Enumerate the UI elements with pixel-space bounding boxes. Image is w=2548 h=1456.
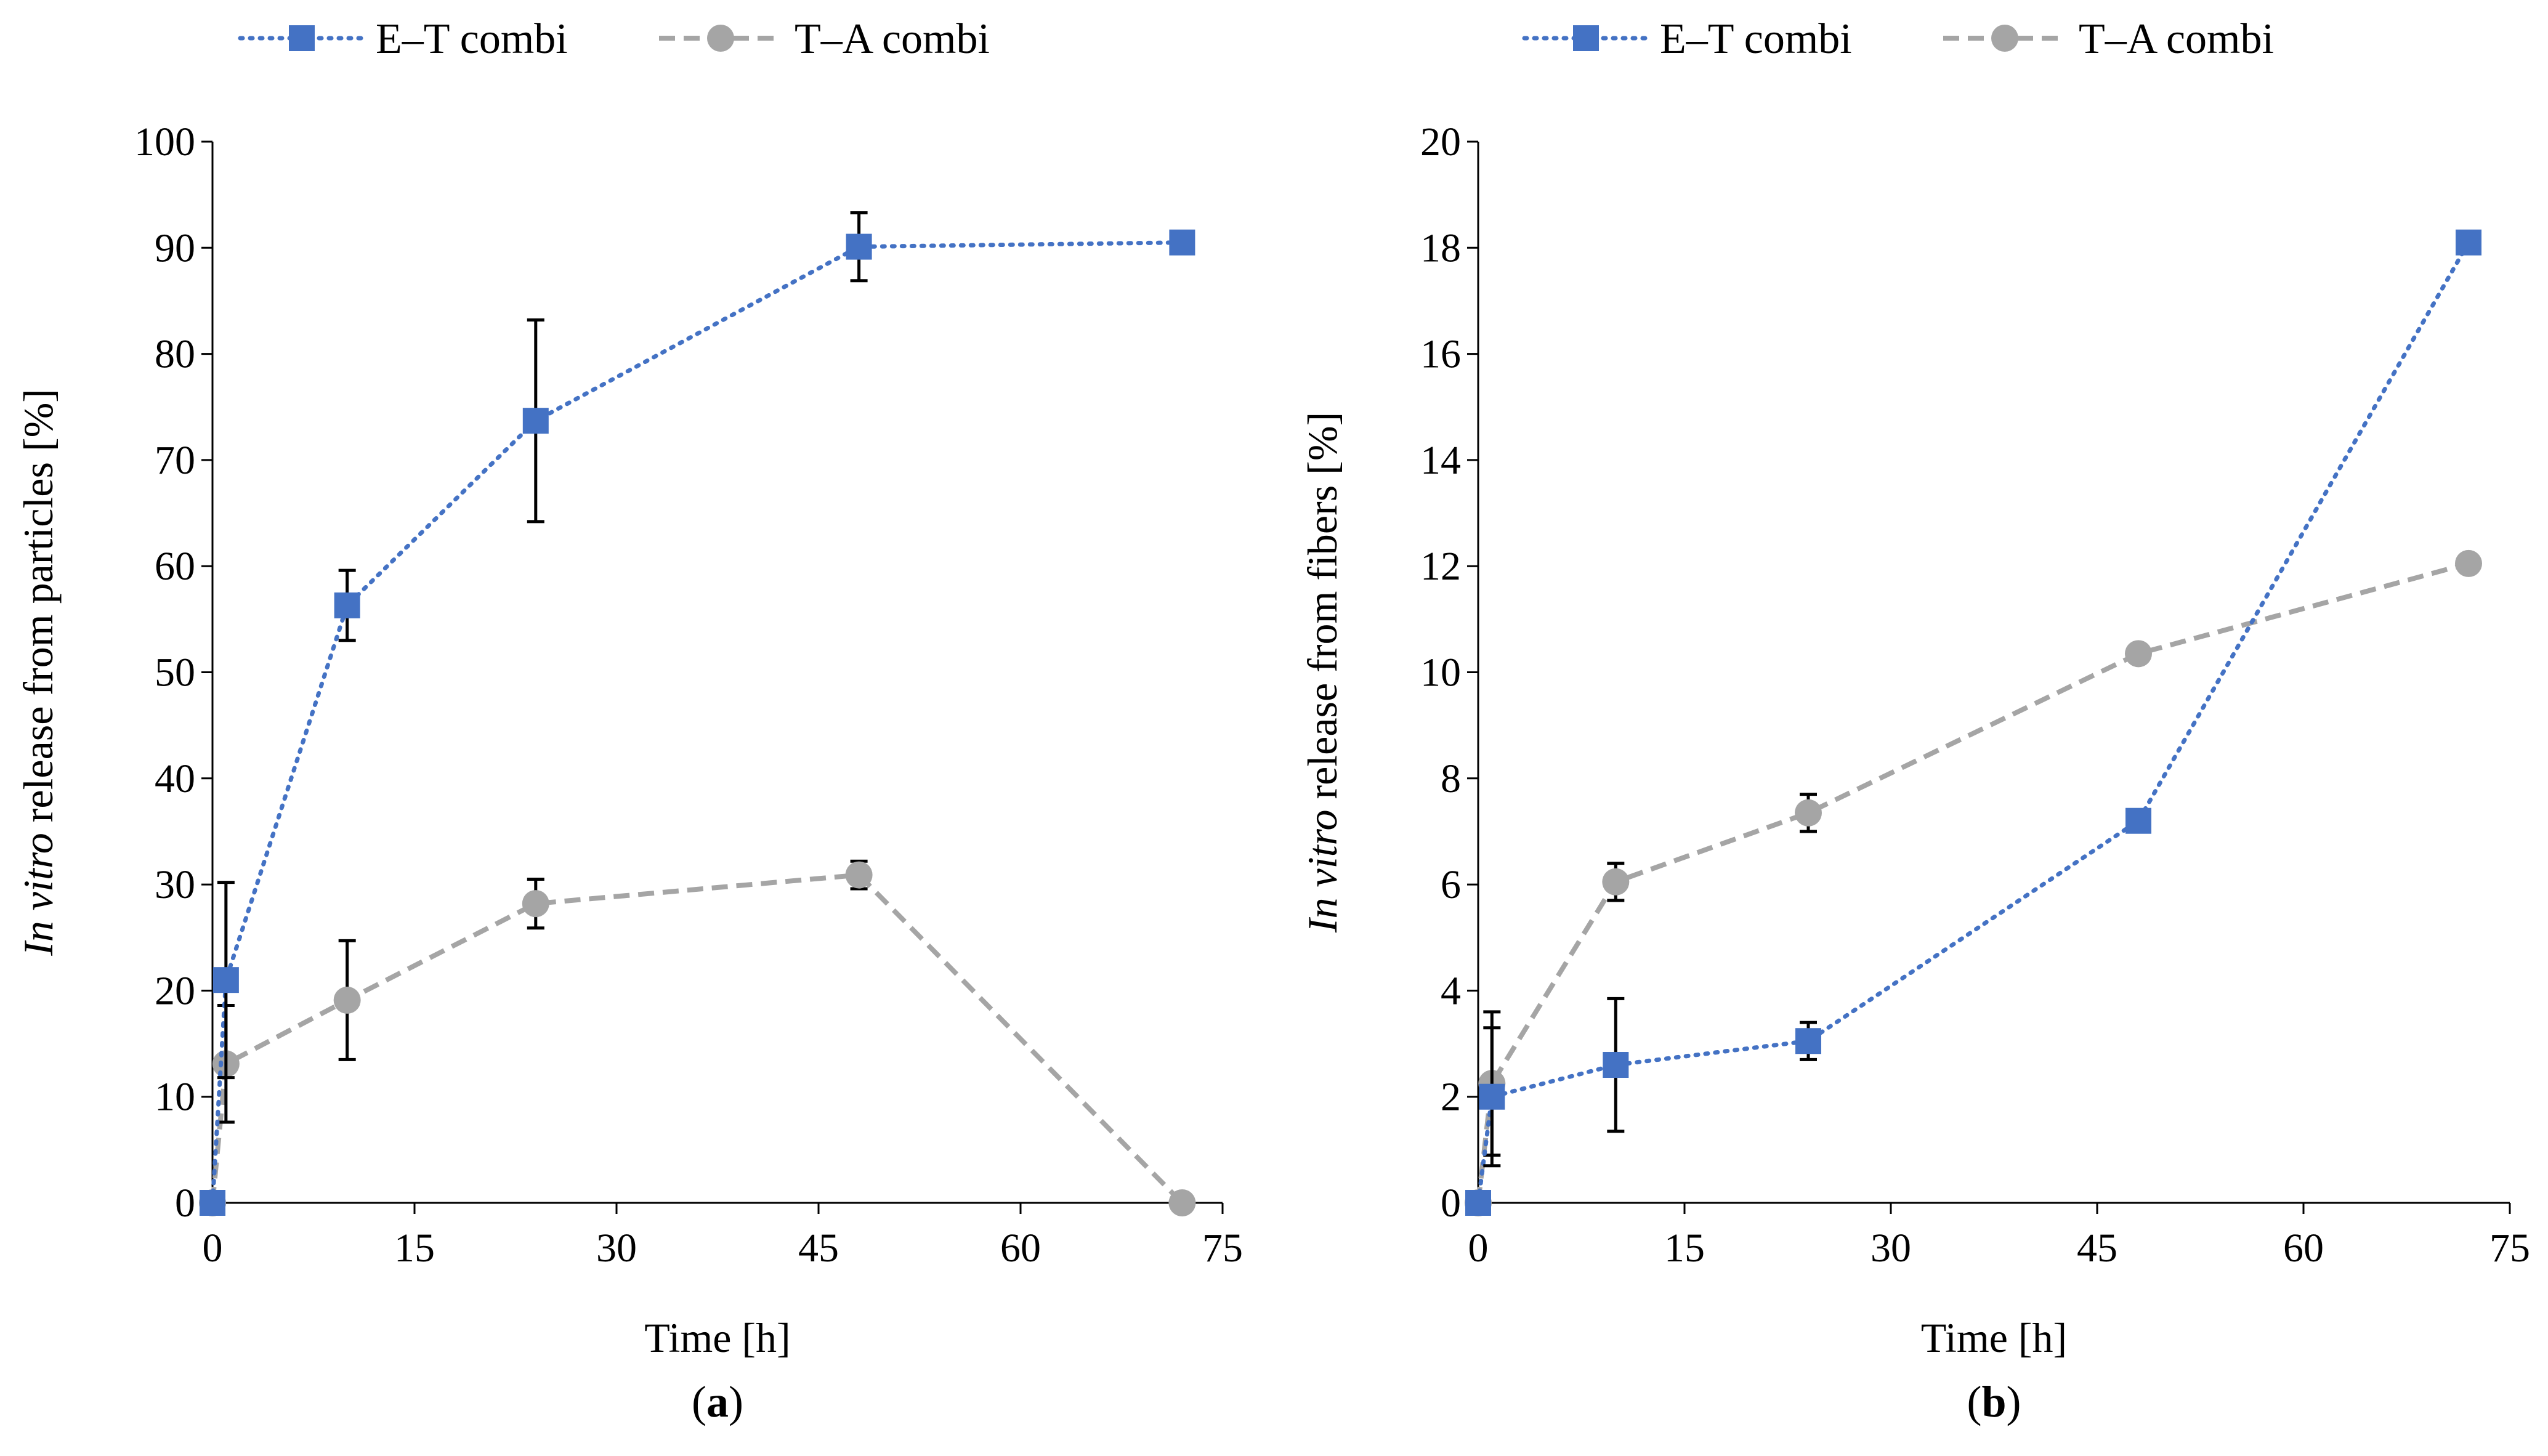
series-ta-combi (199, 859, 1196, 1216)
legend-marker-square (289, 25, 315, 51)
x-tick-label: 60 (2283, 1226, 2324, 1271)
y-tick-label: 0 (175, 1181, 195, 1226)
x-axis-title: Time [h] (1921, 1314, 2067, 1361)
data-point-circle (2125, 640, 2152, 668)
y-tick-label: 12 (1420, 544, 1461, 589)
x-tick-label: 15 (394, 1226, 435, 1271)
y-tick-label: 20 (155, 968, 195, 1013)
data-point-square (1169, 229, 1195, 256)
panel-label-letter: a (706, 1377, 729, 1426)
data-point-square (2125, 807, 2151, 834)
x-tick-label: 15 (1664, 1226, 1705, 1271)
data-point-square (522, 408, 549, 434)
x-tick-label: 30 (1871, 1226, 1911, 1271)
series-et-combi (1465, 229, 2481, 1216)
legend-marker-circle (707, 25, 734, 52)
y-tick-label: 10 (1420, 650, 1461, 695)
legend-label: T–A combi (2079, 15, 2274, 63)
legend-marker-circle (1991, 25, 2018, 52)
legend-label: E–T combi (376, 15, 568, 63)
legend-marker-square (1573, 25, 1599, 51)
panel-label-letter: b (1981, 1377, 2006, 1426)
y-tick-label: 70 (155, 438, 195, 483)
panel-label-close: ) (2007, 1377, 2021, 1426)
data-point-circle (2455, 549, 2482, 577)
legend-item: T–A combi (1943, 15, 2274, 63)
x-axis-title: Time [h] (644, 1314, 790, 1361)
y-tick-label: 60 (155, 544, 195, 589)
data-point-square (1795, 1028, 1821, 1054)
y-tick-label: 90 (155, 225, 195, 270)
data-point-square (1479, 1083, 1505, 1110)
legend-item: E–T combi (1522, 15, 1852, 63)
data-point-square (1465, 1190, 1491, 1216)
x-tick-label: 75 (2489, 1226, 2530, 1271)
x-tick-label: 75 (1202, 1226, 1243, 1271)
data-point-square (334, 592, 360, 618)
data-point-circle (333, 986, 361, 1014)
y-tick-label: 30 (155, 862, 195, 907)
y-tick-label: 20 (1420, 119, 1461, 164)
data-point-circle (522, 890, 549, 918)
data-point-square (1603, 1052, 1629, 1078)
y-tick-label: 80 (155, 332, 195, 377)
y-axis-title: In vitro release from fibers [%] (1299, 412, 1346, 933)
y-tick-label: 100 (134, 119, 195, 164)
panel-label: (b) (1967, 1377, 2021, 1426)
y-tick-label: 4 (1441, 968, 1461, 1013)
panel-label-open: ( (1967, 1377, 1981, 1426)
data-point-square (846, 233, 872, 260)
data-point-circle (1602, 868, 1630, 896)
legend-label: E–T combi (1660, 15, 1852, 63)
panel-a: 0 10 20 30 40 50 60 70 80 90 100 0 15 30 45 60 75 Time [h… (15, 15, 1243, 1426)
y-tick-label: 6 (1441, 862, 1461, 907)
data-point-circle (845, 861, 873, 889)
panel-b: 0 2 4 6 8 10 12 14 16 18 20 0 15 30 45 60 75 Time [h] In v… (1299, 15, 2530, 1426)
panel-label-close: ) (729, 1377, 743, 1426)
x-tick-label: 0 (1468, 1226, 1489, 1271)
x-tick-label: 60 (1000, 1226, 1041, 1271)
y-axis-title-rest: release from particles [%] (15, 389, 62, 833)
x-tick-label: 0 (203, 1226, 223, 1271)
x-tick-label: 30 (596, 1226, 637, 1271)
legend-label: T–A combi (795, 15, 990, 63)
data-point-square (212, 967, 239, 993)
y-tick-label: 18 (1420, 225, 1461, 270)
legend: E–T combi T–A combi (238, 15, 990, 63)
data-point-circle (1795, 799, 1822, 827)
series-line (210, 240, 1184, 1205)
series-line (210, 872, 1184, 1205)
legend-item: T–A combi (659, 15, 990, 63)
panel-label: (a) (692, 1377, 743, 1426)
legend-item: E–T combi (238, 15, 568, 63)
panel-label-open: ( (692, 1377, 706, 1426)
y-tick-label: 10 (155, 1075, 195, 1120)
y-tick-label: 50 (155, 650, 195, 695)
x-tick-label: 45 (2077, 1226, 2117, 1271)
y-axis-title-italic: In vitro (1299, 810, 1346, 934)
y-tick-label: 16 (1420, 332, 1461, 377)
y-tick-label: 40 (155, 756, 195, 801)
y-tick-label: 8 (1441, 756, 1461, 801)
y-tick-label: 0 (1441, 1181, 1461, 1226)
data-point-square (200, 1190, 225, 1216)
x-tick-label: 45 (798, 1226, 839, 1271)
y-axis-title: In vitro release from particles [%] (15, 389, 62, 957)
data-point-square (2456, 229, 2481, 256)
series-line (1476, 240, 2471, 1205)
legend: E–T combi T–A combi (1522, 15, 2274, 63)
y-tick-label: 14 (1420, 438, 1461, 483)
y-axis-title-rest: release from fibers [%] (1299, 412, 1346, 810)
y-tick-label: 2 (1441, 1075, 1461, 1120)
data-point-circle (1168, 1189, 1196, 1216)
y-axis-title-italic: In vitro (15, 833, 62, 957)
series-et-combi (200, 211, 1195, 1216)
